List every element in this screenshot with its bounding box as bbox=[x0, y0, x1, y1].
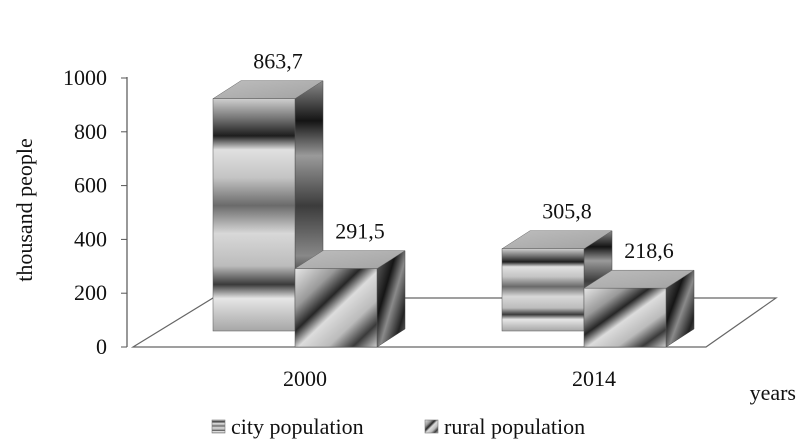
data-label-city-2000: 863,7 bbox=[253, 49, 303, 74]
bar-front-face bbox=[583, 287, 667, 348]
legend-label-rural: rural population bbox=[444, 414, 585, 439]
y-axis-label: thousand people bbox=[12, 138, 37, 282]
x-tick-label-2014: 2014 bbox=[572, 366, 616, 391]
y-axis-ticks: 0 200 400 600 800 1000 bbox=[63, 65, 127, 359]
x-axis-label: years bbox=[750, 380, 796, 405]
legend: city population rural population bbox=[211, 414, 585, 439]
y-tick-label: 800 bbox=[74, 119, 107, 144]
x-tick-label-2000: 2000 bbox=[283, 366, 327, 391]
y-tick-label: 600 bbox=[74, 173, 107, 198]
y-tick-label: 0 bbox=[96, 334, 107, 359]
legend-item-rural: rural population bbox=[424, 414, 585, 439]
data-labels: 863,7 291,5 305,8 218,6 bbox=[253, 49, 674, 264]
bars-group bbox=[212, 80, 695, 348]
bar-front-face bbox=[212, 98, 296, 332]
data-label-city-2014: 305,8 bbox=[542, 199, 592, 224]
x-axis-labels: 2000 2014 bbox=[283, 366, 616, 391]
y-tick-label: 200 bbox=[74, 280, 107, 305]
bar-city-2000 bbox=[212, 80, 324, 332]
bar-rural-2014 bbox=[583, 269, 695, 348]
legend-swatch-city bbox=[211, 419, 226, 434]
data-label-rural-2014: 218,6 bbox=[624, 238, 674, 263]
legend-swatch-rural bbox=[424, 419, 439, 434]
legend-label-city: city population bbox=[231, 414, 364, 439]
bar-front-face bbox=[501, 248, 585, 332]
y-tick-label: 400 bbox=[74, 226, 107, 251]
y-tick-label: 1000 bbox=[63, 65, 107, 90]
bar-rural-2000 bbox=[294, 250, 406, 348]
bar-front-face bbox=[294, 268, 378, 348]
chart-floor bbox=[130, 297, 778, 348]
data-label-rural-2000: 291,5 bbox=[335, 219, 385, 244]
legend-item-city: city population bbox=[211, 414, 364, 439]
